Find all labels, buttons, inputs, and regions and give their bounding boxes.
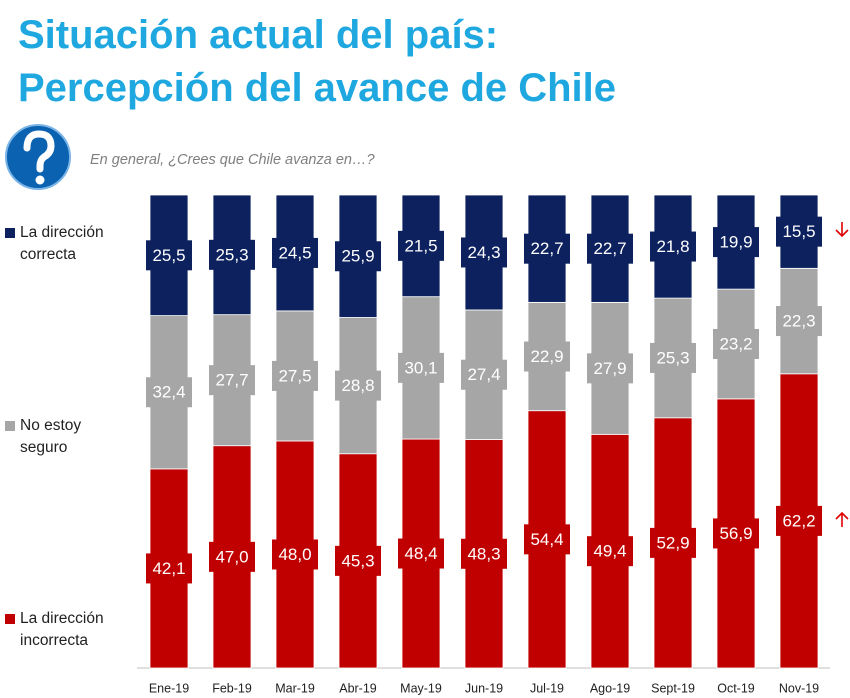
question-icon [5, 124, 71, 190]
value-label: 22,3 [782, 312, 815, 331]
value-label: 32,4 [152, 383, 185, 402]
legend-swatch [5, 228, 15, 238]
label-box [650, 527, 696, 558]
label-box [335, 545, 381, 576]
label-box [398, 352, 444, 383]
x-tick-label: Jun-19 [465, 681, 503, 695]
legend-item: La dirección incorrecta [5, 608, 105, 652]
x-tick-label: Abr-19 [339, 681, 377, 695]
x-tick-label: Feb-19 [212, 681, 252, 695]
label-box [650, 342, 696, 373]
value-label: 25,3 [215, 245, 248, 264]
label-box [713, 328, 759, 359]
value-label: 62,2 [782, 511, 815, 530]
value-label: 21,5 [404, 236, 437, 255]
value-label: 56,9 [719, 524, 752, 543]
label-box [209, 541, 255, 572]
value-label: 30,1 [404, 358, 437, 377]
label-box [146, 240, 192, 271]
value-label: 27,4 [467, 365, 500, 384]
legend-label: La dirección incorrecta [20, 610, 104, 649]
label-box [146, 553, 192, 584]
value-label: 52,9 [656, 533, 689, 552]
x-tick-label: Sept-19 [651, 681, 695, 695]
subtitle: En general, ¿Crees que Chile avanza en…? [90, 152, 375, 168]
label-box [587, 536, 633, 567]
value-label: 47,0 [215, 547, 248, 566]
value-label: 25,3 [656, 348, 689, 367]
value-label: 28,8 [341, 376, 374, 395]
label-box [776, 216, 822, 247]
value-label: 22,7 [530, 239, 563, 258]
legend-label: La dirección correcta [20, 224, 104, 263]
label-box [272, 539, 318, 570]
chart-title: Percepción del avance de Chile [18, 66, 616, 110]
value-label: 25,5 [152, 246, 185, 265]
x-tick-label: May-19 [400, 681, 442, 695]
value-label: 45,3 [341, 551, 374, 570]
label-box [209, 365, 255, 396]
value-label: 22,9 [530, 347, 563, 366]
value-label: 54,4 [530, 530, 563, 549]
up-arrow [835, 511, 849, 527]
label-box [272, 237, 318, 268]
label-box [335, 370, 381, 401]
label-box [398, 230, 444, 261]
label-box [524, 524, 570, 555]
value-label: 48,0 [278, 545, 311, 564]
value-label: 48,4 [404, 544, 437, 563]
value-label: 22,7 [593, 239, 626, 258]
down-arrow [835, 222, 849, 238]
label-box [146, 377, 192, 408]
label-box [335, 241, 381, 272]
value-label: 23,2 [719, 334, 752, 353]
legend-swatch [5, 421, 15, 431]
label-box [461, 359, 507, 390]
value-label: 19,9 [719, 233, 752, 252]
legend-swatch [5, 614, 15, 624]
label-box [272, 360, 318, 391]
value-label: 25,9 [341, 247, 374, 266]
x-tick-label: Mar-19 [275, 681, 315, 695]
x-tick-label: Ago-19 [590, 681, 630, 695]
value-label: 24,5 [278, 243, 311, 262]
legend-item: No estoy seguro [5, 415, 105, 459]
label-box [587, 353, 633, 384]
chart-title: Situación actual del país: [18, 13, 498, 57]
label-box [650, 231, 696, 262]
value-label: 21,8 [656, 237, 689, 256]
value-label: 15,5 [782, 222, 815, 241]
x-tick-label: Jul-19 [530, 681, 564, 695]
label-box [461, 538, 507, 569]
label-box [713, 518, 759, 549]
value-label: 49,4 [593, 542, 626, 561]
value-label: 27,9 [593, 359, 626, 378]
label-box [461, 237, 507, 268]
label-box [524, 341, 570, 372]
label-box [587, 233, 633, 264]
label-box [713, 227, 759, 258]
label-box [398, 538, 444, 569]
x-tick-label: Ene-19 [149, 681, 189, 695]
label-box [776, 306, 822, 337]
x-tick-label: Oct-19 [717, 681, 755, 695]
x-tick-label: Nov-19 [779, 681, 819, 695]
value-label: 24,3 [467, 243, 500, 262]
value-label: 42,1 [152, 559, 185, 578]
label-box [209, 239, 255, 270]
value-label: 48,3 [467, 544, 500, 563]
value-label: 27,7 [215, 371, 248, 390]
legend-item: La dirección correcta [5, 222, 105, 266]
legend-label: No estoy seguro [20, 417, 82, 456]
label-box [776, 505, 822, 536]
label-box [524, 233, 570, 264]
value-label: 27,5 [278, 366, 311, 385]
